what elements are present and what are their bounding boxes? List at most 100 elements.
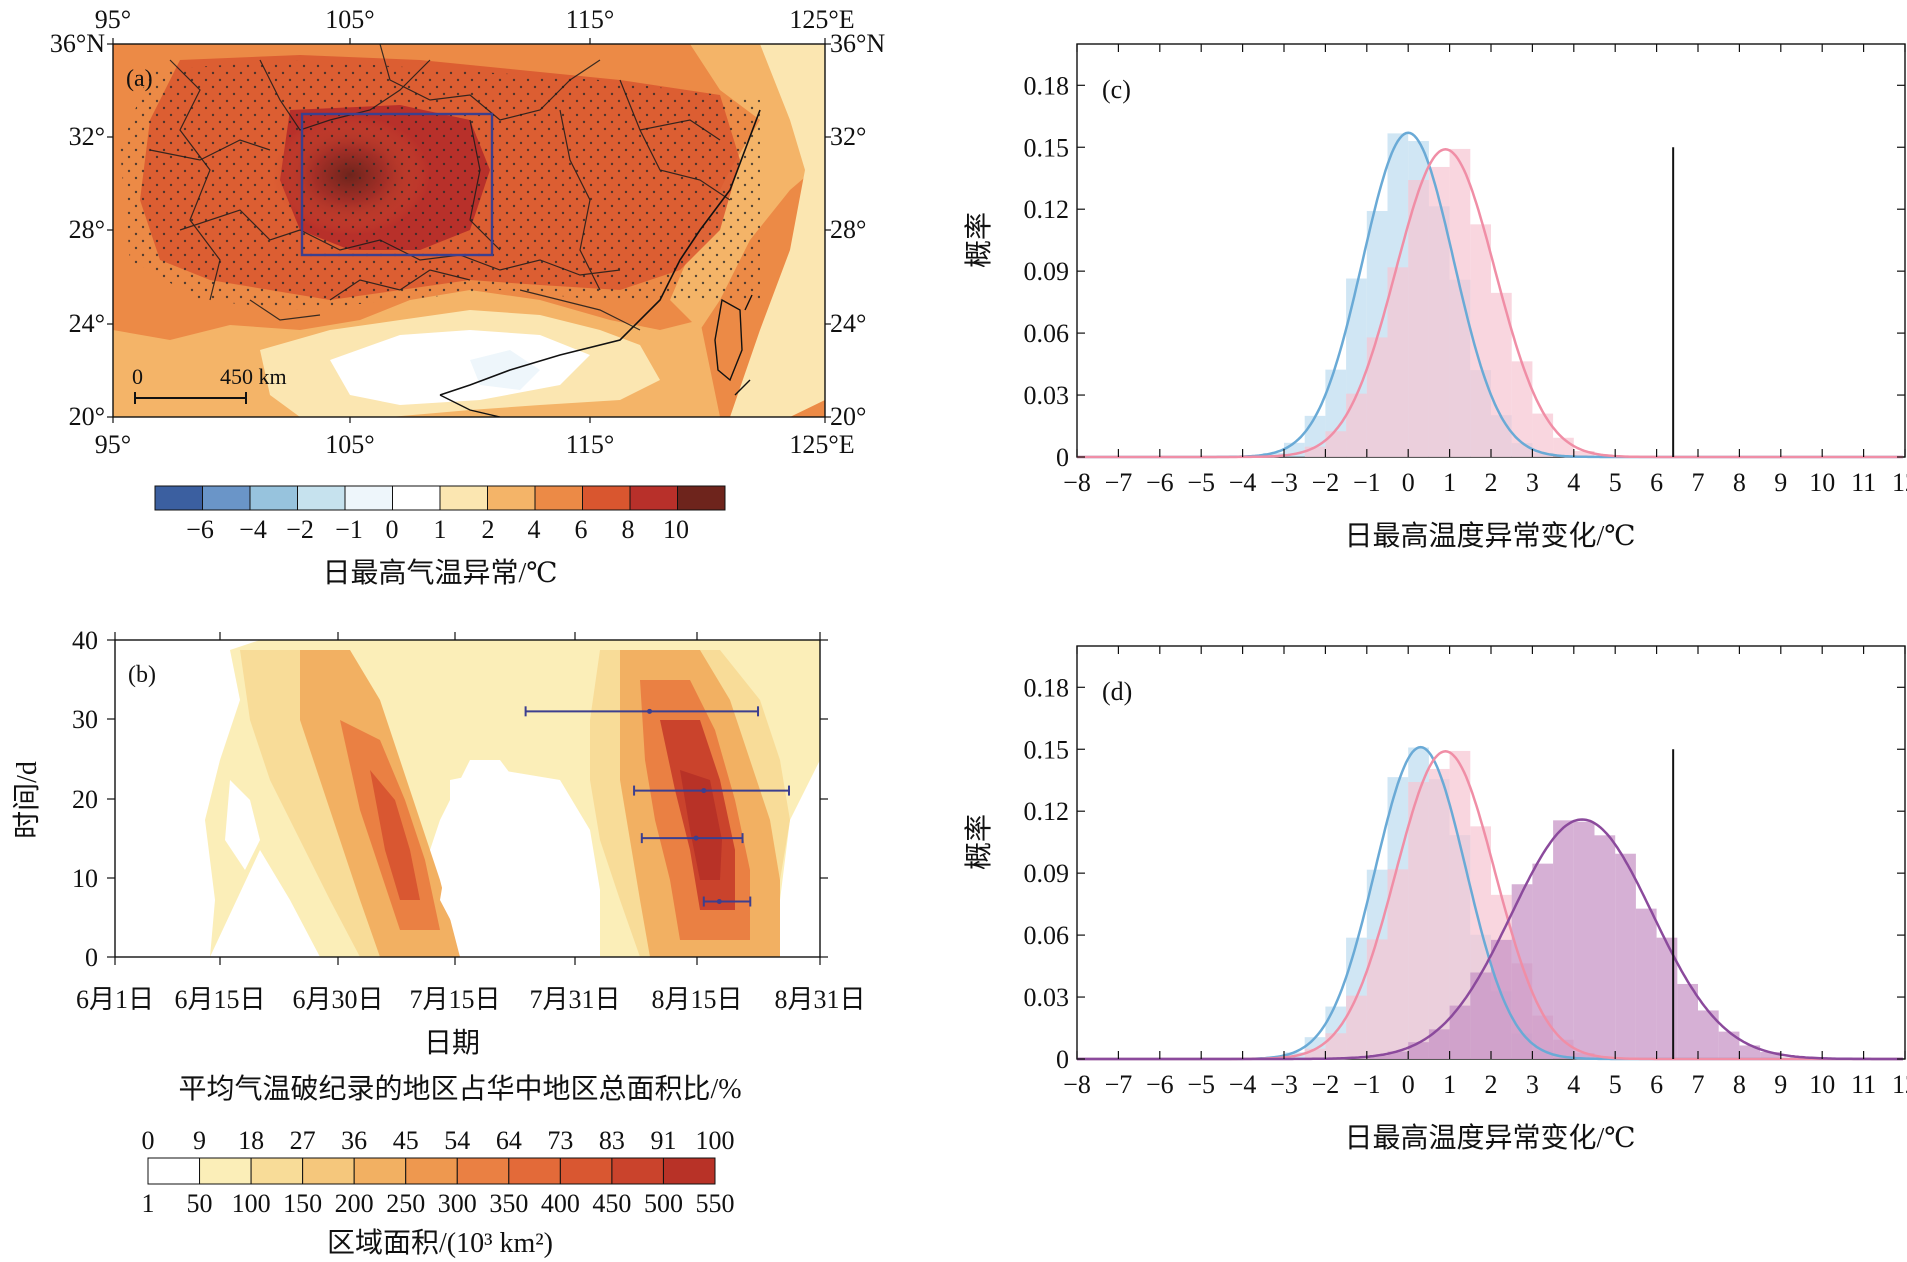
xtick-label: 6 [1650, 468, 1663, 497]
colorbar-a-swatch [249, 485, 298, 511]
lat-tick-right: 24° [830, 309, 866, 338]
colorbar-b-bottom-tick: 100 [232, 1189, 271, 1218]
colorbar-a-swatch [392, 485, 441, 511]
error-bar-center [693, 835, 699, 841]
ytick-label: 0.06 [1024, 921, 1070, 950]
province-boundaries [149, 44, 731, 331]
panel-b-ytick: 40 [72, 626, 98, 655]
colorbar-a-tick: 0 [386, 515, 399, 544]
lat-tick-left: 36°N [50, 29, 105, 58]
histogram-bar [1428, 768, 1450, 1059]
xtick-label: −3 [1270, 468, 1298, 497]
histogram-bar [1304, 446, 1326, 457]
colorbar-b-bottom-tick: 200 [335, 1189, 374, 1218]
colorbar-a-tick: 4 [528, 515, 541, 544]
histogram-bar [1553, 820, 1574, 1059]
xtick-label: 1 [1443, 468, 1456, 497]
colorbar-a-tick: −6 [186, 515, 214, 544]
scale-label: 450 km [220, 364, 287, 389]
histogram-bar [1449, 148, 1471, 457]
histogram-bar [1573, 821, 1595, 1059]
xtick-label: 5 [1609, 1070, 1622, 1099]
colorbar-b-top-tick: 73 [547, 1126, 573, 1155]
panel-c-label: (c) [1102, 75, 1131, 104]
colorbar-b-top-tick: 100 [696, 1126, 735, 1155]
histogram-bar [1387, 267, 1409, 457]
panel-d-histogram: −8−7−6−5−4−3−2−1012345678910111200.030.0… [963, 645, 1907, 1154]
xtick-label: −2 [1312, 468, 1340, 497]
scale-zero: 0 [132, 364, 143, 389]
panel-b-ytick: 0 [85, 943, 98, 972]
xtick-label: 7 [1692, 1070, 1705, 1099]
histogram-bar [1408, 781, 1429, 1059]
colorbar-b-top-tick: 27 [290, 1126, 316, 1155]
lat-tick-left: 28° [69, 215, 105, 244]
xtick-label: 10 [1809, 468, 1835, 497]
colorbar-a-swatch [582, 485, 631, 511]
histogram-bar [1304, 1048, 1326, 1059]
colorbar-b-bottom-tick: 50 [187, 1189, 213, 1218]
xtick-label: 11 [1851, 468, 1876, 497]
xtick-label: 6 [1650, 1070, 1663, 1099]
colorbar-b-bottom-tick: 250 [386, 1189, 425, 1218]
colorbar-a-tick: −4 [239, 515, 267, 544]
study-region-box [300, 112, 494, 257]
histogram-bar [1346, 995, 1367, 1059]
colorbar-b-bottom-tick: 1 [142, 1189, 155, 1218]
ytick-label: 0.06 [1024, 319, 1070, 348]
xtick-label: 10 [1809, 1070, 1835, 1099]
lon-tick-bottom: 125°E [789, 430, 854, 459]
xtick-label: −3 [1270, 1070, 1298, 1099]
histogram-bar [1615, 853, 1636, 1059]
ytick-label: 0.09 [1024, 257, 1070, 286]
colorbar-a-tick: 6 [575, 515, 588, 544]
colorbar-b-swatch [250, 1157, 304, 1185]
colorbar-b-bottom-tick: 350 [489, 1189, 528, 1218]
colorbar-a-swatch [439, 485, 488, 511]
xtick-label: 0 [1402, 468, 1415, 497]
panel-b-ytick: 20 [72, 785, 98, 814]
xtick-label: 1 [1443, 1070, 1456, 1099]
xtick-label: −6 [1146, 468, 1174, 497]
ytick-label: 0.03 [1024, 983, 1070, 1012]
xtick-label: 11 [1851, 1070, 1876, 1099]
ytick-label: 0.12 [1024, 797, 1070, 826]
xtick-label: −5 [1187, 468, 1215, 497]
histogram-bar [1325, 1033, 1347, 1059]
panel-c-ylabel: 概率 [963, 212, 995, 268]
error-bar-center [647, 708, 653, 714]
lat-tick-left: 32° [69, 122, 105, 151]
colorbar-b-top-tick: 18 [238, 1126, 264, 1155]
ytick-label: 0.18 [1024, 673, 1070, 702]
xtick-label: 3 [1526, 468, 1539, 497]
colorbar-a-tick: 10 [663, 515, 689, 544]
colorbar-a-swatch [534, 485, 583, 511]
histogram-bar [1739, 1045, 1761, 1059]
histogram-bar [1449, 1005, 1471, 1059]
colorbar-b-swatch [456, 1157, 510, 1185]
map-field [113, 44, 825, 417]
ytick-label: 0.15 [1024, 133, 1070, 162]
panel-b-xlabel: 日期 [424, 1028, 480, 1059]
histogram-bar [1408, 1042, 1429, 1059]
histogram-bar [1698, 1010, 1719, 1059]
xtick-label: −5 [1187, 1070, 1215, 1099]
colorbar-a-swatch [344, 485, 393, 511]
colorbar-b-bottom-tick: 500 [644, 1189, 683, 1218]
histogram-bar [1511, 884, 1533, 1059]
density-curve [1077, 818, 1903, 1061]
colorbar-b-swatch [611, 1157, 664, 1185]
colorbar-b-top-tick: 64 [496, 1126, 522, 1155]
colorbar-b-bottom-tick: 300 [438, 1189, 477, 1218]
panel-b-xtick: 6月1日 [76, 985, 154, 1014]
density-curve [1077, 148, 1903, 459]
error-bar-center [701, 788, 707, 794]
xtick-label: 3 [1526, 1070, 1539, 1099]
panel-b-xtick: 8月15日 [651, 985, 742, 1014]
colorbar-b-top-tick: 0 [142, 1126, 155, 1155]
panel-b-colorbar-title: 平均气温破纪录的地区占华中地区总面积比/% [178, 1073, 741, 1105]
xtick-label: −7 [1105, 1070, 1133, 1099]
panel-a-map: (a) 95° 105° 115° 125°E 95° 105° 115° 12… [50, 5, 886, 589]
colorbar-b-top-tick: 83 [599, 1126, 625, 1155]
